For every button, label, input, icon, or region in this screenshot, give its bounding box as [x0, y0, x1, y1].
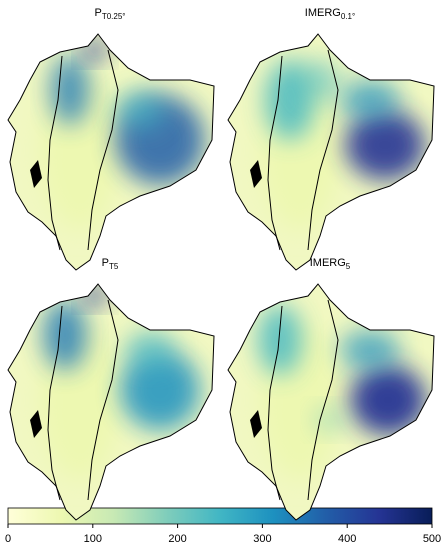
andes-contour	[87, 299, 119, 501]
precip-field	[350, 365, 426, 435]
coastal-feature	[30, 160, 42, 188]
precip-field	[258, 305, 302, 375]
title-subscript: 5	[346, 262, 351, 271]
title-base: P	[102, 257, 109, 269]
title-subscript: T0.25°	[102, 12, 126, 21]
colorbar-tick-label: 300	[253, 533, 271, 545]
panel-title: PT5	[102, 257, 119, 271]
precip-field	[340, 330, 400, 370]
panel-title: IMERG5	[310, 257, 351, 271]
andes-contour	[267, 55, 283, 251]
colorbar-tick-label: 0	[5, 533, 11, 545]
colorbar	[7, 507, 433, 525]
andes-contour	[267, 305, 283, 501]
map-panel	[227, 283, 435, 521]
andes-contour	[47, 305, 63, 501]
panel-title: IMERG0.1°	[305, 7, 355, 21]
panel-title: PT0.25°	[95, 7, 126, 21]
title-base: IMERG	[310, 257, 346, 269]
coastal-feature	[250, 160, 262, 188]
colorbar-tick-label: 100	[84, 533, 102, 545]
andes-contour	[47, 55, 63, 251]
map-panel	[227, 33, 435, 271]
precip-field	[120, 350, 200, 430]
precip-field	[315, 408, 345, 432]
title-subscript: 0.1°	[341, 12, 355, 21]
precip-field	[43, 300, 87, 370]
colorbar-tick-label: 400	[338, 533, 356, 545]
colorbar-tick-label: 500	[423, 533, 441, 545]
precip-field	[83, 40, 107, 60]
precip-field	[345, 110, 425, 180]
precip-field	[50, 55, 90, 125]
title-base: P	[95, 7, 102, 19]
colorbar-tick-label: 200	[168, 533, 186, 545]
coastal-feature	[30, 410, 42, 438]
map-panel	[7, 33, 215, 271]
coastal-feature	[250, 410, 262, 438]
precip-field	[300, 60, 340, 100]
precip-field	[115, 90, 165, 130]
title-subscript: T5	[109, 262, 119, 271]
andes-contour	[307, 49, 339, 251]
precip-field	[340, 80, 400, 120]
andes-contour	[307, 299, 339, 501]
precip-field	[125, 330, 175, 370]
title-base: IMERG	[305, 7, 341, 19]
andes-contour	[87, 49, 119, 251]
map-panel	[7, 283, 215, 521]
